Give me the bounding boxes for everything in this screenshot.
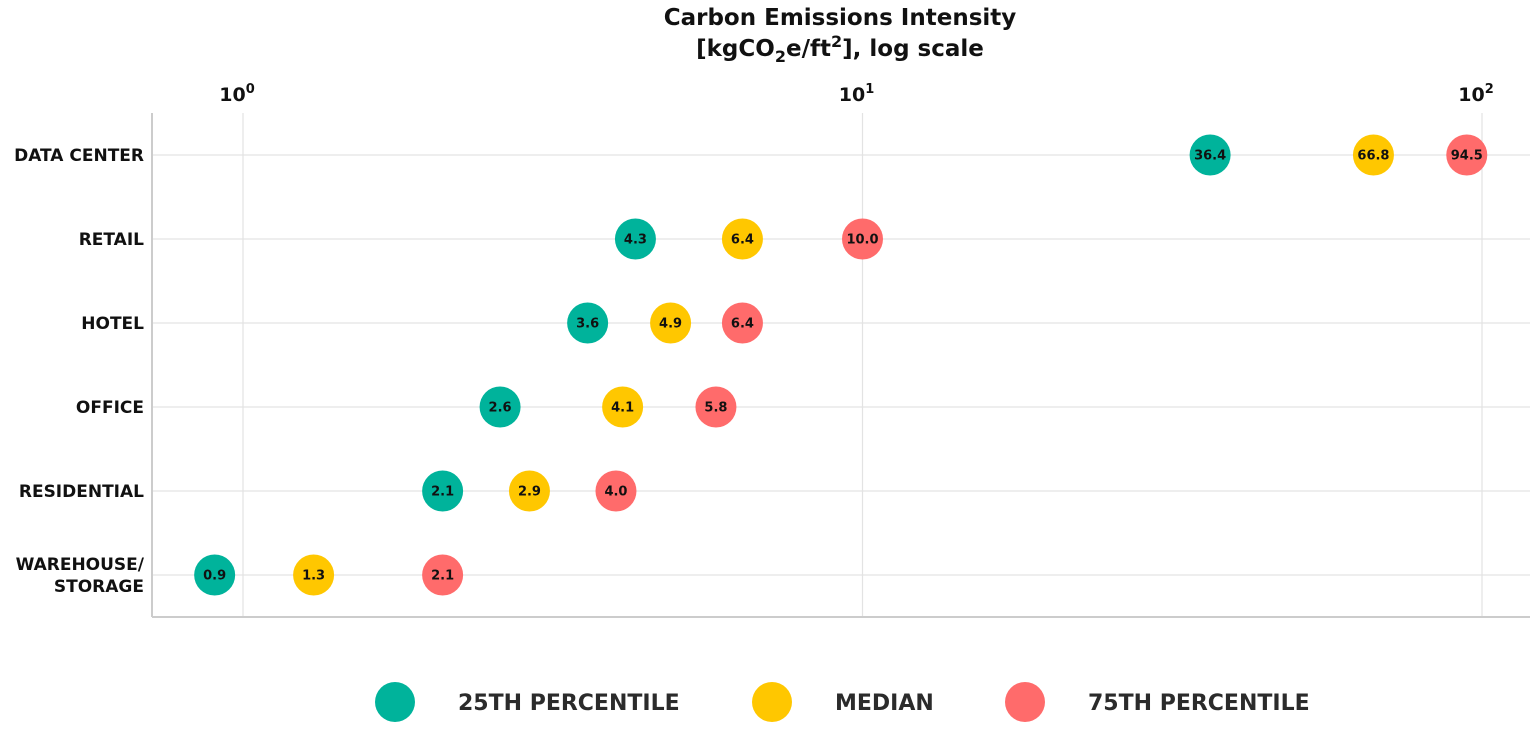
data-point-marker: [721, 302, 763, 344]
chart-title: Carbon Emissions Intensity [kgCO2e/ft2],…: [664, 5, 1017, 66]
data-point-label: 0.9: [203, 569, 226, 584]
data-point-marker: [602, 386, 644, 428]
x-tick-label: 101: [839, 82, 875, 106]
data-point-label: 2.1: [431, 485, 454, 500]
data-point-label: 4.3: [624, 233, 647, 248]
data-point-label: 4.1: [611, 401, 634, 416]
data-point-label: 66.8: [1357, 149, 1389, 164]
category-label: RETAIL: [79, 230, 144, 250]
data-point-label: 3.6: [576, 317, 599, 332]
tick-exponent: 2: [1485, 82, 1494, 97]
data-point-marker: [508, 470, 550, 512]
data-point-marker: [293, 554, 335, 596]
x-tick-labels: 100 101 102: [219, 82, 1494, 106]
category-label: OFFICE: [76, 398, 144, 418]
title-part-unit-b: e/ft: [786, 36, 831, 62]
chart-title-line-2: [kgCO2e/ft2], log scale: [696, 32, 984, 66]
tick-exponent: 0: [246, 82, 255, 97]
x-tick-label: 100: [219, 82, 255, 106]
axes: [151, 113, 1530, 618]
y-category-labels: DATA CENTER RETAIL HOTEL OFFICE RESIDENTIAL W…: [14, 146, 145, 597]
tick-base: 10: [219, 84, 245, 106]
data-point-label: 36.4: [1194, 149, 1226, 164]
tick-base: 10: [1458, 84, 1484, 106]
legend-label: MEDIAN: [835, 691, 934, 716]
category-label: STORAGE: [54, 577, 144, 597]
title-subscript: 2: [775, 47, 786, 66]
x-tick-label: 102: [1458, 82, 1494, 106]
data-point-marker: [650, 302, 692, 344]
title-superscript: 2: [831, 32, 842, 51]
title-part-unit-c: ], log scale: [842, 36, 984, 62]
data-point-marker: [842, 218, 883, 260]
legend-label: 25TH PERCENTILE: [458, 691, 680, 716]
chart-title-line-1: Carbon Emissions Intensity: [664, 5, 1017, 31]
data-point-label: 2.1: [431, 569, 454, 584]
legend-label: 75TH PERCENTILE: [1088, 691, 1310, 716]
data-point-marker: [479, 386, 521, 428]
data-point-marker: [721, 218, 763, 260]
data-point-label: 2.6: [489, 401, 512, 416]
grid-lines: [152, 113, 1530, 617]
data-points: 36.4 4.3 3.6 2.6 2.1 0.9 66.8 6.4 4.9 4.1 2.9 1.3 94…: [194, 134, 1488, 596]
category-label: DATA CENTER: [14, 146, 144, 166]
data-point-marker: [614, 218, 656, 260]
legend-marker: [1005, 682, 1045, 722]
data-point-label: 94.5: [1451, 149, 1483, 164]
data-point-marker: [422, 470, 464, 512]
data-point-marker: [595, 470, 637, 512]
title-part-unit-a: [kgCO: [696, 36, 775, 62]
data-point-marker: [1352, 134, 1394, 176]
data-point-marker: [695, 386, 737, 428]
data-point-label: 2.9: [518, 485, 541, 500]
category-label: RESIDENTIAL: [19, 482, 144, 502]
data-point-label: 4.0: [604, 485, 627, 500]
category-label: HOTEL: [81, 314, 144, 334]
category-label: WAREHOUSE/: [16, 555, 145, 575]
tick-exponent: 1: [865, 82, 874, 97]
tick-base: 10: [839, 84, 865, 106]
data-point-marker: [422, 554, 464, 596]
data-point-label: 6.4: [731, 233, 754, 248]
data-point-label: 1.3: [302, 569, 325, 584]
legend-marker: [375, 682, 415, 722]
data-point-label: 6.4: [731, 317, 754, 332]
data-point-label: 10.0: [846, 233, 878, 248]
data-point-label: 5.8: [704, 401, 727, 416]
data-point-marker: [567, 302, 609, 344]
data-point-marker: [194, 554, 236, 596]
data-point-label: 4.9: [659, 317, 682, 332]
legend-marker: [752, 682, 792, 722]
legend: 25TH PERCENTILE MEDIAN 75TH PERCENTILE: [375, 682, 1310, 722]
data-point-marker: [1446, 134, 1488, 176]
data-point-marker: [1189, 134, 1231, 176]
